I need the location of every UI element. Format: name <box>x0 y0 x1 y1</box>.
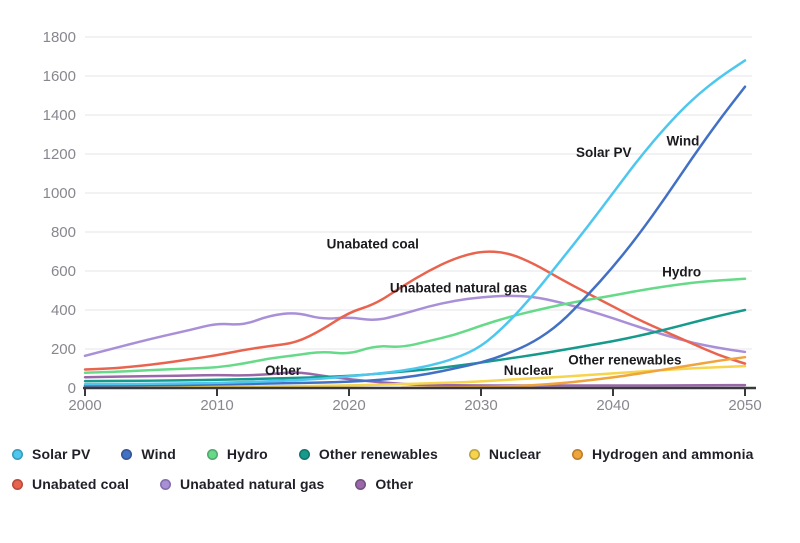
x-axis-tick-label: 2000 <box>68 397 101 414</box>
legend-swatch-icon <box>12 478 23 490</box>
legend-swatch-icon <box>121 448 133 460</box>
legend-item-nuclear: Nuclear <box>468 446 541 462</box>
series-line-hydro <box>83 277 747 375</box>
legend-item-wind: Wind <box>121 446 176 462</box>
series-annotation-solar-pv: Solar PV <box>576 145 632 160</box>
legend-label: Unabated coal <box>32 476 129 492</box>
y-axis-tick-label: 1400 <box>43 107 76 124</box>
legend-item-unabated-natural-gas: Unabated natural gas <box>160 476 324 492</box>
legend-item-other: Other <box>355 476 413 492</box>
x-axis-tick-label: 2010 <box>200 397 233 414</box>
legend-swatch-icon <box>298 448 310 460</box>
legend-label: Other <box>375 476 414 492</box>
legend-swatch-icon <box>206 448 218 460</box>
capacity-line-chart: 0 200 400 600 800 1000 1200 1400 1600 1800 2000 201… <box>43 29 762 414</box>
legend-swatch-icon <box>160 478 171 490</box>
legend-item-hydrogen-and-ammonia: Hydrogen and ammonia <box>571 446 754 462</box>
series-line-other-renewables <box>83 308 747 383</box>
y-axis-tick-label: 400 <box>51 302 76 319</box>
y-axis-tick-label: 0 <box>68 380 76 397</box>
legend-label: Other renewables <box>318 446 438 462</box>
legend-label: Solar PV <box>32 446 91 462</box>
legend-row-2: Unabated coal Unabated natural gas Other <box>12 476 800 492</box>
legend-swatch-icon <box>571 448 583 460</box>
legend-swatch-icon <box>12 448 23 460</box>
y-axis-tick-label: 600 <box>51 263 76 280</box>
series-line-unabated-coal <box>83 250 747 371</box>
series-line-solar-pv <box>83 59 747 386</box>
legend-item-solar-pv: Solar PV <box>12 446 90 462</box>
legend-swatch-icon <box>468 448 480 460</box>
series-annotation-unabated-natural-gas: Unabated natural gas <box>390 281 527 296</box>
legend-item-other-renewables: Other renewables <box>298 446 438 462</box>
series-line-wind <box>83 85 747 387</box>
legend-swatch-icon <box>355 478 367 490</box>
legend-label: Unabated natural gas <box>180 476 325 492</box>
legend-label: Hydro <box>226 446 268 462</box>
x-axis-tick-label: 2020 <box>332 397 365 414</box>
legend-item-hydro: Hydro <box>206 446 268 462</box>
y-axis-tick-label: 1000 <box>43 185 76 202</box>
legend-label: Nuclear <box>488 446 541 462</box>
legend-item-unabated-coal: Unabated coal <box>12 476 129 492</box>
line-chart-container: 0 200 400 600 800 1000 1200 1400 1600 1800 2000 201… <box>43 29 762 414</box>
series-line-unabated-natural-gas <box>83 294 747 358</box>
legend-label: Wind <box>141 446 176 462</box>
series-annotation-other-renewables: Other renewables <box>568 353 681 368</box>
y-axis-tick-label: 1600 <box>43 68 76 85</box>
series-annotation-nuclear: Nuclear <box>504 363 554 378</box>
x-axis-tick-label: 2040 <box>596 397 629 414</box>
y-axis-tick-label: 200 <box>51 341 76 358</box>
chart-legend: Solar PV Wind Hydro Other renewables Nuclear… <box>0 446 800 492</box>
series-annotation-unabated-coal: Unabated coal <box>327 237 419 252</box>
y-axis-tick-label: 800 <box>51 224 76 241</box>
y-axis-tick-label: 1800 <box>43 29 76 46</box>
x-axis-tick-label: 2030 <box>464 397 497 414</box>
series-annotation-other: Other <box>265 363 302 378</box>
y-axis-tick-label: 1200 <box>43 146 76 163</box>
series-annotation-wind: Wind <box>667 133 700 148</box>
x-axis-tick-label: 2050 <box>728 397 761 414</box>
legend-label: Hydrogen and ammonia <box>591 446 754 462</box>
series-annotation-hydro: Hydro <box>662 265 701 280</box>
legend-row-1: Solar PV Wind Hydro Other renewables Nuclear… <box>12 446 800 462</box>
